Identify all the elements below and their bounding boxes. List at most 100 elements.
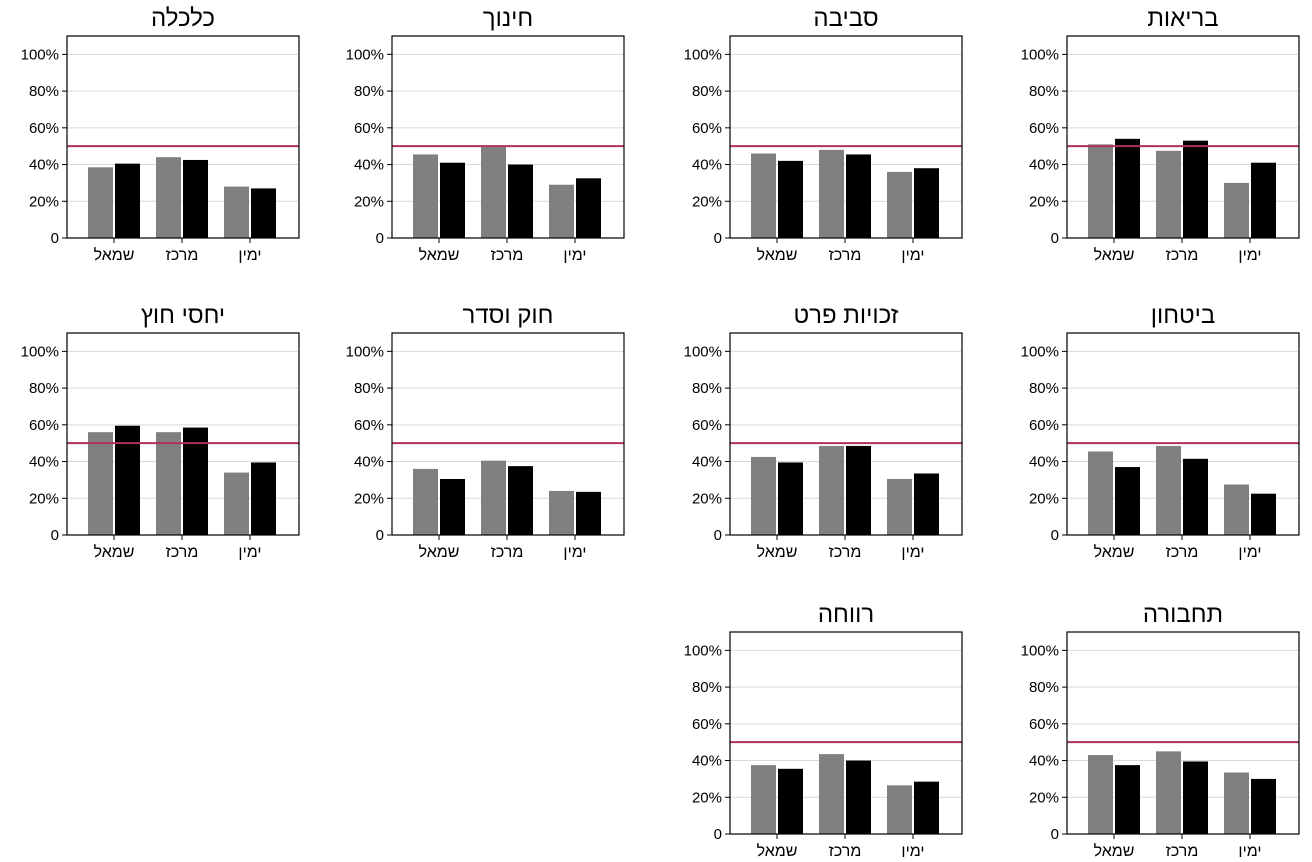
bar <box>1183 761 1208 834</box>
chart-title: סביבה <box>813 5 878 32</box>
bar <box>251 188 276 238</box>
y-tick-label: 100% <box>21 343 59 360</box>
y-tick-label: 60% <box>1029 716 1059 733</box>
chart-title: חוק וסדר <box>463 302 554 329</box>
bar <box>1251 778 1276 834</box>
plot-frame <box>729 332 963 536</box>
x-tick-label: ימין <box>1238 544 1261 561</box>
bar <box>88 167 113 238</box>
bar <box>1156 445 1181 535</box>
plot-frame <box>391 332 625 536</box>
y-tick-label: 60% <box>1029 417 1059 434</box>
y-tick-label: 60% <box>692 716 722 733</box>
x-tick-label: מרכז <box>829 247 862 264</box>
y-tick-label: 100% <box>684 642 722 659</box>
y-tick-label: 40% <box>29 157 59 174</box>
x-tick-label: מרכז <box>1166 247 1199 264</box>
bar <box>549 184 574 238</box>
plot-frame <box>1066 35 1300 239</box>
bar <box>1156 751 1181 834</box>
x-tick-label: ימין <box>563 544 586 561</box>
y-tick-label: 0 <box>714 527 722 544</box>
y-tick-label: 80% <box>354 83 384 100</box>
x-tick-label: ימין <box>901 544 924 561</box>
y-tick-label: 100% <box>1021 343 1059 360</box>
chart-panel: 0 20% 40% 60% 80% 100% שמאל מרכז ימין יחסי חוץ <box>21 302 300 561</box>
plot-frame <box>66 35 300 239</box>
chart-title: ביטחון <box>1151 302 1216 329</box>
x-tick-label: מרכז <box>491 247 524 264</box>
y-tick-label: 60% <box>29 417 59 434</box>
bar <box>1224 484 1249 535</box>
bar <box>481 460 506 535</box>
bar <box>751 765 776 834</box>
bar <box>846 445 871 535</box>
y-tick-label: 40% <box>29 454 59 471</box>
y-tick-label: 100% <box>1021 46 1059 63</box>
bar <box>156 432 181 535</box>
x-tick-label: שמאל <box>1094 543 1135 561</box>
bar <box>576 491 601 535</box>
bar <box>115 163 140 238</box>
chart-title: רווחה <box>818 601 874 628</box>
chart-panel: 0 20% 40% 60% 80% 100% שמאל מרכז ימין רווחה <box>684 601 963 860</box>
plot-frame <box>66 332 300 536</box>
y-tick-label: 60% <box>1029 120 1059 137</box>
bar <box>914 781 939 834</box>
bar <box>508 466 533 535</box>
plot-frame <box>729 631 963 835</box>
bar <box>819 149 844 238</box>
y-tick-label: 100% <box>346 46 384 63</box>
y-tick-label: 20% <box>1029 789 1059 806</box>
y-tick-label: 80% <box>1029 679 1059 696</box>
bar <box>1156 150 1181 238</box>
bar <box>887 171 912 238</box>
chart-panel: 0 20% 40% 60% 80% 100% שמאל מרכז ימין בריאות <box>1021 5 1300 264</box>
bar <box>1088 755 1113 834</box>
bar <box>413 468 438 535</box>
chart-title: חינוך <box>483 5 533 32</box>
y-tick-label: 100% <box>21 46 59 63</box>
x-tick-label: שמאל <box>757 246 798 264</box>
bar <box>1224 182 1249 238</box>
y-tick-label: 80% <box>1029 380 1059 397</box>
chart-title: יחסי חוץ <box>141 302 225 329</box>
bar <box>846 760 871 834</box>
bar <box>549 490 574 535</box>
y-tick-label: 80% <box>354 380 384 397</box>
bar <box>1224 772 1249 834</box>
y-tick-label: 60% <box>692 417 722 434</box>
y-tick-label: 20% <box>354 490 384 507</box>
bar <box>1183 458 1208 535</box>
x-tick-label: מרכז <box>1166 544 1199 561</box>
bar <box>251 462 276 535</box>
y-tick-label: 80% <box>1029 83 1059 100</box>
bar <box>887 478 912 535</box>
bar <box>1115 467 1140 535</box>
x-tick-label: מרכז <box>829 544 862 561</box>
bar <box>115 425 140 535</box>
bar <box>224 472 249 535</box>
bar <box>914 473 939 535</box>
bar <box>819 754 844 834</box>
bar <box>481 147 506 238</box>
chart-panel: 0 20% 40% 60% 80% 100% שמאל מרכז ימין סביבה <box>684 5 963 264</box>
y-tick-label: 40% <box>354 157 384 174</box>
chart-panel: 0 20% 40% 60% 80% 100% שמאל מרכז ימין תחבורה <box>1021 601 1300 860</box>
y-tick-label: 60% <box>692 120 722 137</box>
y-tick-label: 40% <box>692 454 722 471</box>
y-tick-label: 20% <box>692 490 722 507</box>
bar <box>183 427 208 535</box>
chart-title: כלכלה <box>151 5 215 32</box>
y-tick-label: 0 <box>714 826 722 843</box>
x-tick-label: שמאל <box>419 246 460 264</box>
bar <box>1115 765 1140 834</box>
y-tick-label: 0 <box>376 527 384 544</box>
bar <box>88 432 113 535</box>
x-tick-label: מרכז <box>829 843 862 857</box>
chart-panel: 0 20% 40% 60% 80% 100% שמאל מרכז ימין חוק וסדר <box>346 302 625 561</box>
x-tick-label: ימין <box>563 247 586 264</box>
bar <box>1115 138 1140 238</box>
bar <box>778 768 803 834</box>
bar <box>224 186 249 238</box>
